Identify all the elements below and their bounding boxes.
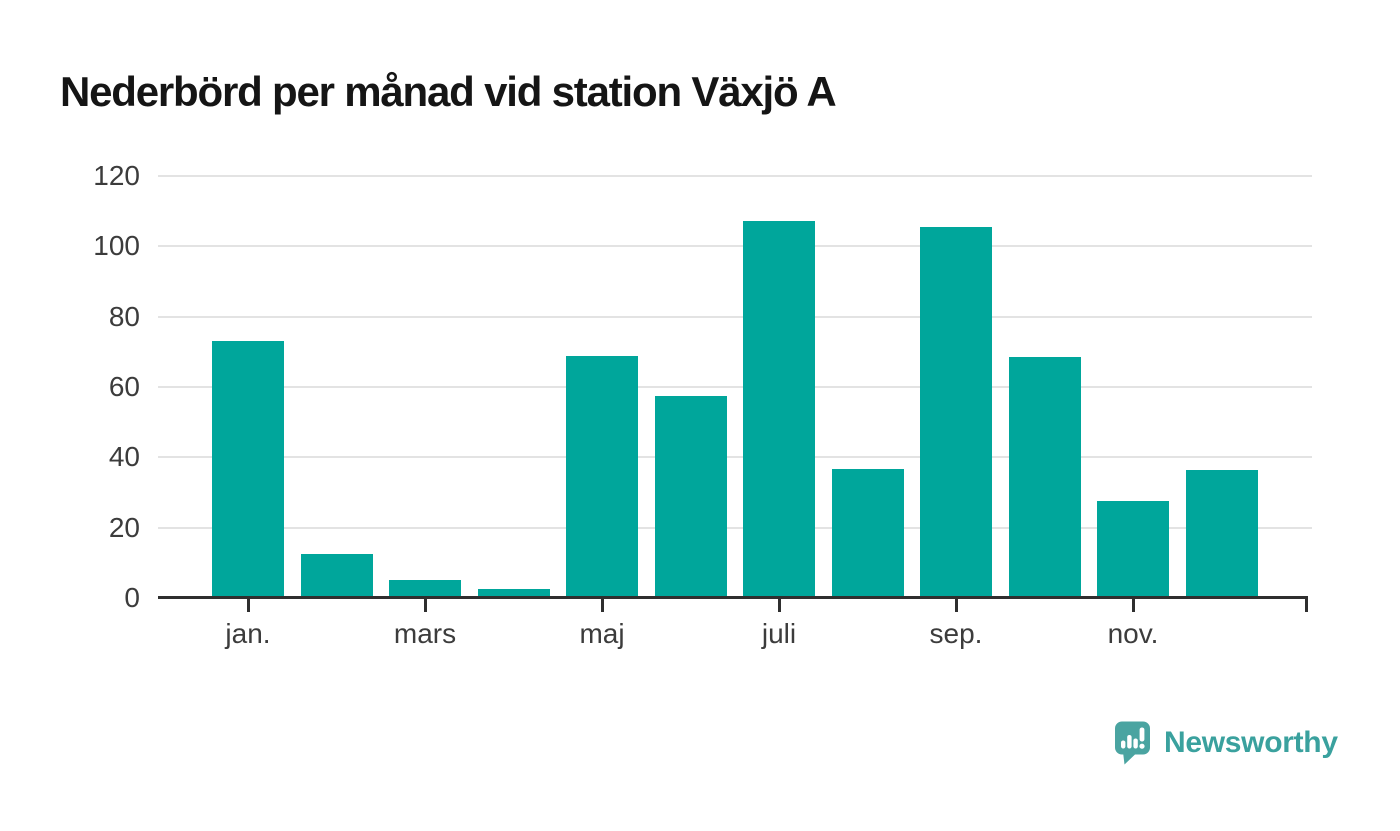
bar-month-9 <box>920 226 992 598</box>
bar-month-2 <box>300 554 373 598</box>
x-axis-endcap <box>1305 596 1308 612</box>
gridline-y-20 <box>158 526 1312 529</box>
chart-title: Nederbörd per månad vid station Växjö A <box>60 68 837 115</box>
x-tick-label-sep.: sep. <box>929 618 983 649</box>
bar-month-1 <box>212 340 284 598</box>
newsworthy-branding: Newsworthy <box>1114 721 1338 765</box>
x-tick-label-juli: juli <box>761 618 797 649</box>
x-axis-line <box>158 596 1308 599</box>
bar-month-8 <box>831 468 904 598</box>
y-tick-label-0: 0 <box>124 582 140 613</box>
y-tick-label-80: 80 <box>108 300 140 332</box>
bar-month-3 <box>389 580 461 598</box>
bar-month-12 <box>1185 469 1258 598</box>
bar-month-7 <box>743 220 815 598</box>
bar-month-10 <box>1008 357 1081 598</box>
y-tick-label-60: 60 <box>108 371 140 402</box>
bar-month-5 <box>566 356 638 598</box>
y-tick-label-100: 100 <box>93 230 140 262</box>
x-tick-label-jan.: jan. <box>225 618 271 649</box>
x-tick-label-mars: mars <box>393 618 457 649</box>
x-tick-label-maj: maj <box>579 618 625 649</box>
newsworthy-logo-icon <box>1114 721 1151 765</box>
y-tick-label-120: 120 <box>93 160 140 191</box>
gridline-y-40 <box>158 456 1312 459</box>
bar-month-6 <box>654 396 727 598</box>
x-tick-nov. <box>1131 599 1135 612</box>
x-tick-sep. <box>954 599 958 612</box>
x-tick-jan. <box>246 599 250 612</box>
gridline-y-100 <box>158 245 1312 248</box>
gridline-y-80 <box>158 315 1312 318</box>
gridline-y-120 <box>158 175 1312 177</box>
bar-month-11 <box>1097 500 1169 598</box>
x-tick-juli <box>777 599 781 612</box>
y-tick-label-20: 20 <box>108 511 140 543</box>
newsworthy-wordmark: Newsworthy <box>1164 726 1338 759</box>
bar-month-4 <box>477 589 550 598</box>
gridline-y-60 <box>158 386 1312 388</box>
y-tick-label-40: 40 <box>108 441 140 473</box>
x-tick-maj <box>600 599 604 612</box>
x-tick-label-nov.: nov. <box>1107 618 1159 649</box>
x-tick-mars <box>423 599 427 612</box>
